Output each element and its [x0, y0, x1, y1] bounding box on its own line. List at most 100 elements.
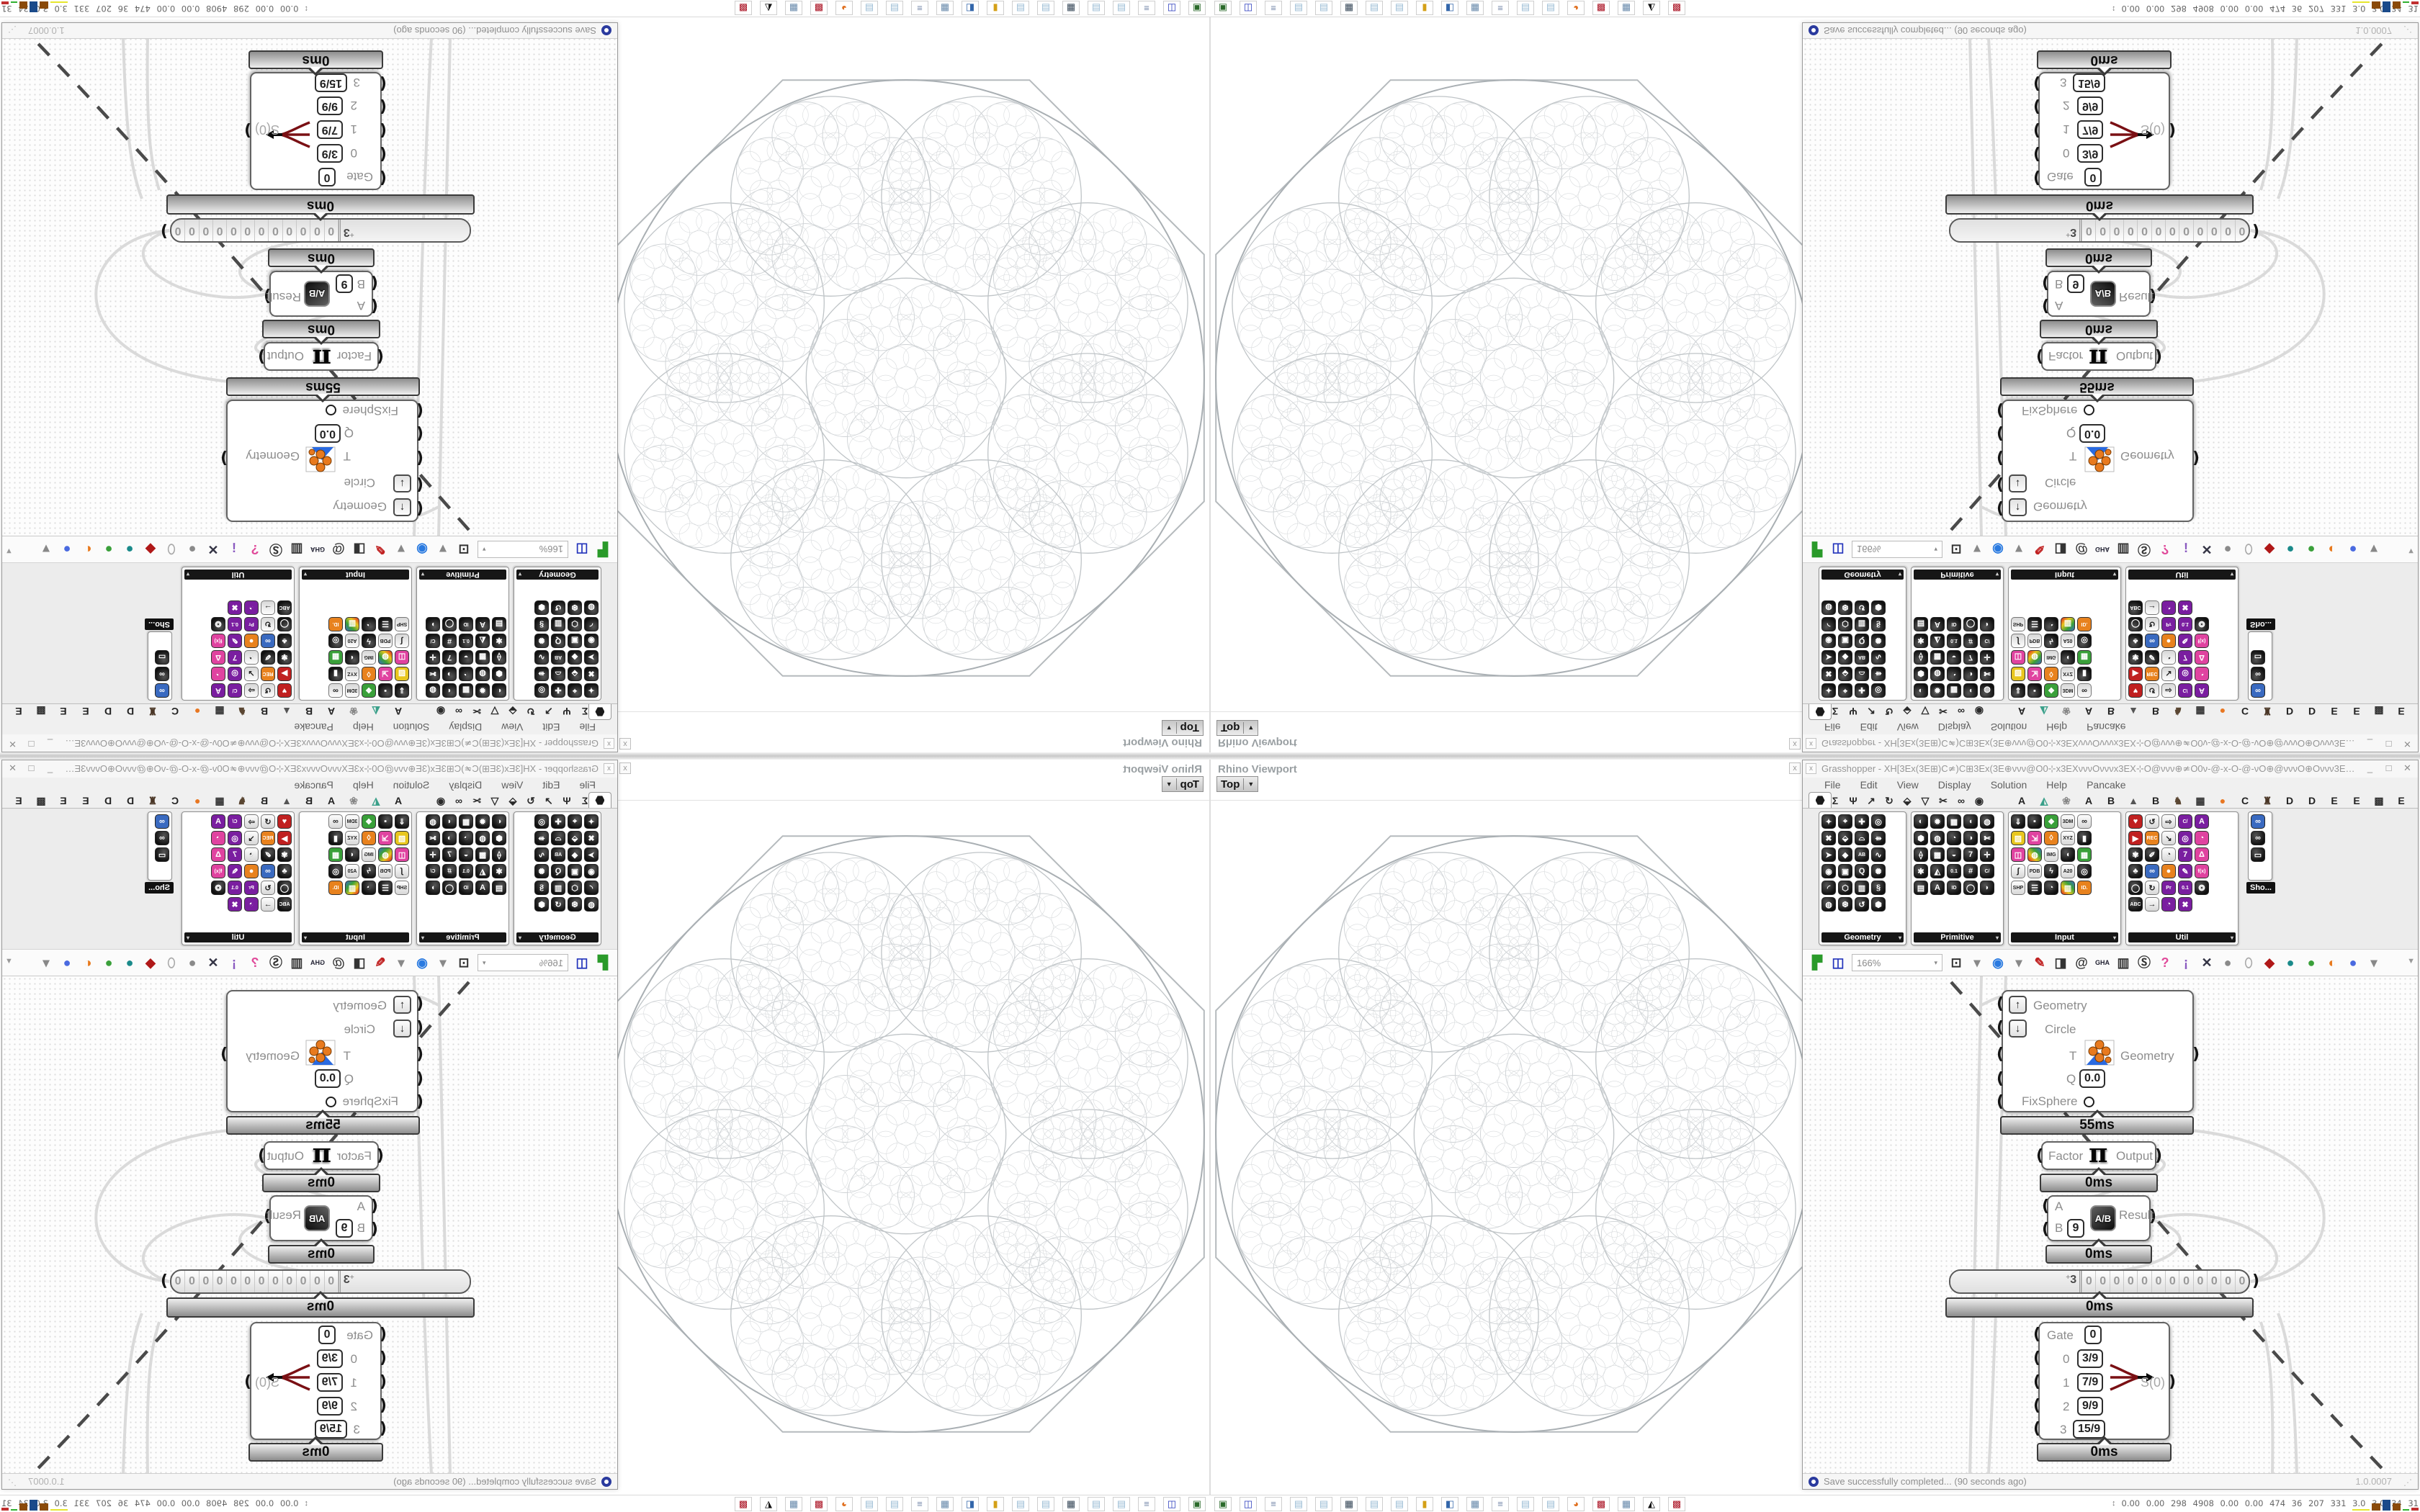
component-icon-primitive-9[interactable]: ✄	[426, 831, 440, 845]
component-icon-geometry-14[interactable]: Q	[551, 634, 565, 648]
definition-canvas[interactable]: ( ( ( ( ( ) ↑ ↓ Geometry Circle T	[2, 976, 617, 1475]
component-icon-primitive-24[interactable]: ◗	[1980, 617, 1994, 631]
component-icon-input-24[interactable]: ID.	[328, 881, 343, 895]
launcher-icon-9[interactable]: ◧	[962, 1497, 979, 1511]
output-stub[interactable]: )	[160, 1272, 168, 1290]
toolbar-icon[interactable]: ⊡	[458, 542, 470, 557]
launcher-icon-17[interactable]: ◭	[760, 1497, 777, 1511]
param-a[interactable]: A	[2055, 1200, 2063, 1213]
component-icon-input-4[interactable]: ∞	[2077, 814, 2092, 829]
slider-digit-6[interactable]: 0	[2165, 220, 2179, 241]
component-icon-primitive-10[interactable]: ⟠	[1914, 650, 1928, 665]
category-tab-7[interactable]: ✂	[1939, 706, 1948, 718]
param-b[interactable]: B	[2055, 277, 2063, 291]
launcher-icon-15[interactable]: ▩	[810, 1497, 828, 1511]
toolbar-icon[interactable]: ◐	[2328, 955, 2336, 970]
panel-expand-icon[interactable]: ▾	[421, 934, 425, 941]
category-tab-8[interactable]: ∞	[1958, 706, 1965, 717]
component-icon-geometry-17[interactable]: ⬡	[1838, 881, 1852, 895]
component-icon-primitive-12[interactable]: ◒	[1947, 847, 1961, 862]
minimize-button[interactable]: _	[47, 739, 53, 750]
component-icon-input-10[interactable]: ◫	[2011, 847, 2025, 862]
slider-digit-1[interactable]: 0	[2095, 220, 2110, 241]
panel-expand-icon[interactable]: ▾	[304, 571, 308, 578]
input-stub[interactable]: (	[379, 145, 387, 163]
input-stub[interactable]: (	[1996, 499, 2004, 517]
component-icon-util-27[interactable]: ◔	[2161, 600, 2176, 615]
component-icon-util-24[interactable]: ❂	[2195, 881, 2209, 895]
component-icon-input-11[interactable]: ◍	[378, 847, 393, 862]
component-icon-input-14[interactable]: ▦	[328, 650, 343, 665]
component-icon-primitive-7[interactable]: ◔	[459, 831, 473, 845]
component-icon-util-12[interactable]: ◔	[244, 847, 259, 862]
param-q[interactable]: Q	[2066, 426, 2076, 440]
toolbar-icon[interactable]: ◫	[1832, 542, 1845, 557]
launcher-icon-7[interactable]: ▤	[1012, 1, 1029, 15]
toolbar-icon[interactable]: ?	[2161, 542, 2169, 557]
launcher-icon-3[interactable]: ▤	[1113, 1497, 1130, 1511]
component-icon-primitive-16[interactable]: ◭	[475, 864, 490, 878]
category-tab-5[interactable]: ⬙	[508, 794, 517, 806]
component-icon-primitive-9[interactable]: ✄	[1980, 667, 1994, 681]
component-icon-util-2[interactable]: ⇨	[244, 683, 259, 698]
component-icon-primitive-9[interactable]: ✄	[426, 667, 440, 681]
component-icon-input-18[interactable]: A20	[345, 634, 359, 648]
toolbar-icon[interactable]: ◫	[575, 955, 588, 970]
slider-digit-6[interactable]: 0	[241, 1271, 255, 1292]
node-geometry-cluster[interactable]: ( ( ( ( ( ) ↑ ↓ Geometry Circle T	[1996, 990, 2200, 1112]
plugin-tab-17[interactable]: E	[2398, 795, 2405, 806]
chevron-down-icon[interactable]: ▼	[1247, 724, 1255, 732]
input-stub[interactable]: (	[2033, 1420, 2041, 1438]
component-icon-geometry-21[interactable]: ❆	[1838, 897, 1852, 912]
output-s0[interactable]: S(0)	[2141, 122, 2166, 137]
launcher-icon-17[interactable]: ◭	[1643, 1497, 1660, 1511]
slider-digit-11[interactable]: 0	[171, 220, 186, 241]
component-icon-geometry-18[interactable]: ▥	[551, 881, 565, 895]
component-icon-primitive-4[interactable]: ◍	[1980, 683, 1994, 698]
launcher-icon-12[interactable]: ▤	[886, 1, 903, 15]
component-icon-util-2[interactable]: ⇨	[2161, 814, 2176, 829]
chevron-down-icon[interactable]: ▼	[1165, 724, 1173, 732]
component-icon-primitive-14[interactable]: ✛	[426, 847, 440, 862]
output-s0[interactable]: S(0)	[2141, 1375, 2166, 1390]
component-icon-geometry-14[interactable]: Q	[551, 864, 565, 878]
overflow-icon-2[interactable]: ▭	[155, 847, 169, 862]
component-icon-input-12[interactable]: IMG	[2044, 847, 2058, 862]
component-icon-util-15[interactable]: ♣	[277, 634, 292, 648]
toolbar-icon[interactable]: ⬯	[2244, 542, 2253, 557]
panel-label-primitive[interactable]: Primitive ▾	[419, 570, 506, 580]
component-icon-util-13[interactable]: 7	[228, 847, 242, 862]
component-icon-geometry-5[interactable]: ⬙	[1838, 667, 1852, 681]
component-icon-geometry-7[interactable]: ⇻	[1871, 831, 1886, 845]
output-geometry[interactable]: Geometry	[246, 1049, 300, 1063]
output-result[interactable]: Result	[2119, 1208, 2154, 1222]
component-icon-primitive-13[interactable]: 7	[442, 650, 457, 665]
component-icon-primitive-17[interactable]: 0.1	[1947, 864, 1961, 878]
toolbar-icon[interactable]: ▾	[2370, 542, 2378, 557]
plugin-tab-3[interactable]: A	[2084, 795, 2093, 806]
component-icon-geometry-14[interactable]: Q	[1855, 864, 1869, 878]
component-icon-input-21[interactable]: ☰	[2027, 617, 2042, 631]
input-stub[interactable]: (	[2033, 145, 2041, 163]
toolbar-icon[interactable]: ◐	[84, 542, 92, 557]
component-icon-util-12[interactable]: ◔	[2161, 847, 2176, 862]
output-stub[interactable]: )	[2168, 121, 2176, 139]
slider-digit-1[interactable]: 0	[2095, 1271, 2109, 1292]
component-icon-input-17[interactable]: ϟ	[2044, 864, 2058, 878]
component-icon-geometry-6[interactable]: ⌓	[551, 667, 565, 681]
overflow-icon-2[interactable]: ▭	[2251, 847, 2265, 862]
component-icon-geometry-16[interactable]: ◜	[584, 881, 599, 895]
component-icon-input-24[interactable]: ID.	[328, 617, 343, 631]
menu-item-file[interactable]: File	[1824, 721, 1841, 733]
output-result[interactable]: Result	[266, 1208, 301, 1222]
component-icon-util-16[interactable]: ∞	[2145, 864, 2159, 878]
plugin-tab-11[interactable]: ♜	[148, 706, 158, 718]
component-icon-util-4[interactable]: A	[211, 814, 225, 829]
component-icon-input-21[interactable]: ☰	[2027, 881, 2042, 895]
fixsphere-toggle[interactable]	[326, 405, 336, 415]
component-icon-geometry-3[interactable]: ◎	[534, 683, 549, 698]
toolbar-icon[interactable]: ▾	[1973, 542, 1981, 557]
component-icon-util-6[interactable]: REC	[2145, 831, 2159, 845]
component-icon-input-7[interactable]: ◊	[2044, 667, 2058, 681]
